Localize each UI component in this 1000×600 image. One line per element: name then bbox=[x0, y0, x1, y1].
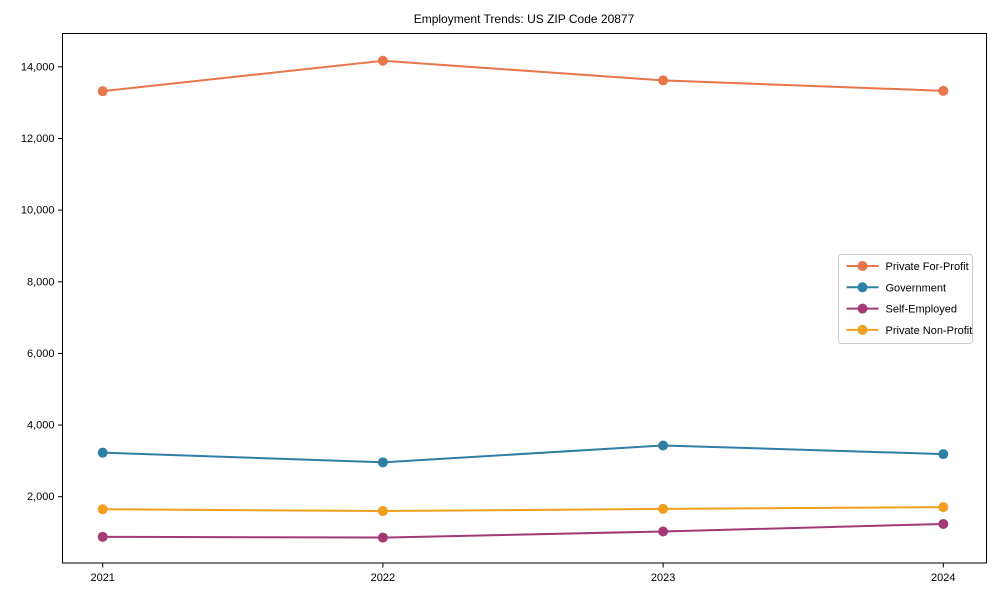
series-line-self-employed bbox=[102, 522, 944, 539]
data-point-private-for-profit-2022 bbox=[377, 55, 388, 66]
y-tick-label: 8,000 bbox=[27, 276, 55, 288]
series-line-government bbox=[102, 444, 944, 464]
series-line-private-non-profit bbox=[102, 506, 944, 513]
legend-label-private-for-profit: Private For-Profit bbox=[886, 261, 969, 273]
data-point-private-non-profit-2022 bbox=[377, 506, 388, 517]
legend-label-private-non-profit: Private Non-Profit bbox=[886, 325, 973, 337]
data-point-self-employed-2024 bbox=[938, 518, 949, 529]
data-point-private-non-profit-2024 bbox=[938, 502, 949, 513]
x-tick-label: 2022 bbox=[371, 572, 395, 584]
x-axis: 2021 2022 2023 2024 bbox=[90, 563, 956, 584]
legend-label-government: Government bbox=[886, 282, 947, 294]
legend-marker-government bbox=[857, 282, 868, 293]
y-tick-label: 4,000 bbox=[27, 420, 55, 432]
data-point-private-non-profit-2023 bbox=[658, 503, 669, 514]
legend: Private For-Profit Government Self-Employe… bbox=[838, 254, 973, 344]
plot-border bbox=[62, 33, 987, 564]
y-tick-label: 10,000 bbox=[21, 205, 55, 217]
y-tick-label: 2,000 bbox=[27, 491, 55, 503]
data-point-self-employed-2022 bbox=[377, 532, 388, 543]
legend-marker-private-for-profit bbox=[857, 261, 868, 271]
data-point-government-2024 bbox=[938, 449, 949, 460]
data-point-government-2022 bbox=[377, 457, 388, 468]
data-point-private-for-profit-2023 bbox=[658, 75, 669, 86]
data-point-private-for-profit-2021 bbox=[97, 86, 108, 97]
legend-marker-private-non-profit bbox=[857, 324, 868, 335]
data-point-private-for-profit-2024 bbox=[938, 85, 949, 96]
data-point-government-2023 bbox=[658, 440, 669, 451]
legend-marker-self-employed bbox=[857, 303, 868, 314]
y-tick-label: 14,000 bbox=[21, 61, 55, 73]
x-tick-label: 2023 bbox=[651, 572, 675, 584]
series-line-private-for-profit bbox=[102, 59, 944, 93]
x-tick-label: 2024 bbox=[931, 572, 955, 584]
data-point-self-employed-2023 bbox=[658, 526, 669, 537]
series-group bbox=[97, 55, 949, 543]
data-point-private-non-profit-2021 bbox=[97, 504, 108, 515]
data-point-self-employed-2021 bbox=[97, 531, 108, 542]
x-tick-label: 2021 bbox=[90, 572, 114, 584]
data-point-government-2021 bbox=[97, 447, 108, 458]
legend-label-self-employed: Self-Employed bbox=[886, 304, 958, 316]
y-axis: 2,000 4,000 6,000 8,000 10,000 12,000 14,000 bbox=[21, 61, 63, 503]
legend-box bbox=[838, 254, 973, 344]
chart-title: Employment Trends: US ZIP Code 20877 bbox=[414, 12, 635, 26]
y-tick-label: 6,000 bbox=[27, 348, 55, 360]
y-tick-label: 12,000 bbox=[21, 133, 55, 145]
